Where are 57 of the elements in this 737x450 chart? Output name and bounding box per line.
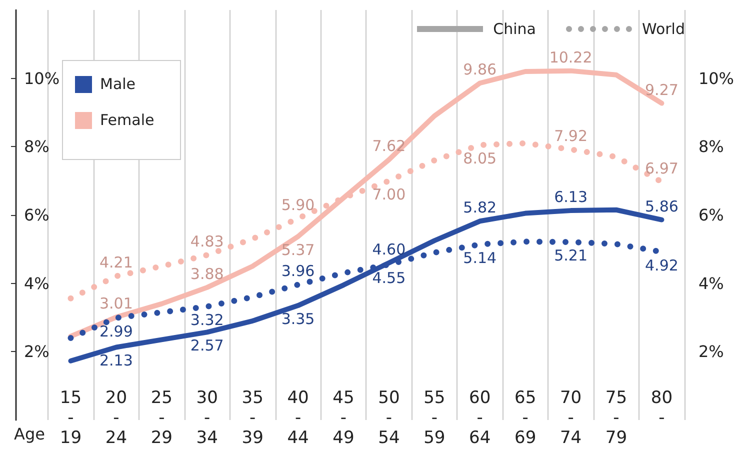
y-tick-label: 6%: [698, 206, 724, 224]
data-label: 8.05: [463, 149, 497, 168]
y-tick-label: 2%: [698, 342, 724, 362]
x-tick-label: 15 - 19: [60, 388, 82, 448]
data-label: 4.83: [190, 232, 224, 250]
data-label: 4.92: [645, 256, 678, 274]
x-tick-label: 70 - 74: [560, 388, 582, 448]
data-label: 6.13: [554, 188, 588, 206]
data-label: 3.88: [190, 264, 224, 283]
data-label: 2.13: [99, 352, 133, 370]
legend-box: Male Female: [62, 60, 182, 160]
annotation: World: [642, 20, 685, 38]
x-tick-label: 25 - 29: [150, 388, 172, 448]
x-axis-title: Age: [14, 424, 45, 444]
x-tick-label: 35 - 39: [242, 388, 264, 448]
data-label: 3.35: [281, 310, 315, 328]
data-label: 4.21: [99, 254, 133, 272]
data-label: 5.82: [463, 198, 497, 217]
data-label: 5.14: [463, 248, 497, 267]
y-tick-label: 4%: [698, 274, 724, 293]
y2-tick-label: 10%: [24, 68, 60, 88]
data-label: 5.90: [281, 196, 315, 214]
y-tick-label: 10%: [698, 68, 734, 88]
data-label: 4.60: [372, 240, 406, 258]
data-label: 3.32: [190, 311, 224, 330]
y-tick-label: 8%: [698, 137, 724, 156]
annotation: China: [493, 20, 536, 38]
data-label: 9.27: [645, 80, 678, 99]
y2-tick-label: 6%: [24, 206, 50, 224]
data-label: 2.57: [190, 336, 224, 355]
data-label: 5.86: [645, 197, 678, 216]
x-tick-label: 45 - 49: [332, 388, 354, 448]
data-label: 5.21: [554, 246, 588, 264]
data-label: 7.92: [554, 126, 588, 145]
annotation: Male: [100, 75, 136, 93]
data-label: 9.86: [463, 60, 497, 79]
x-tick-label: 30 - 34: [196, 388, 218, 448]
y2-tick-label: 2%: [24, 342, 50, 362]
data-label: 3.01: [99, 294, 133, 313]
x-tick-label: 55 - 59: [424, 388, 446, 448]
data-label: 5.37: [281, 241, 315, 260]
data-label: 6.97: [645, 159, 678, 178]
data-label: 4.55: [372, 269, 406, 288]
data-label: 3.96: [281, 262, 315, 280]
x-tick-label: 50 - 54: [378, 388, 400, 448]
x-tick-label: 60 - 64: [469, 388, 491, 448]
x-tick-label: 40 - 44: [287, 388, 309, 448]
x-tick-label: 20 - 24: [105, 388, 128, 448]
x-tick-label: 80 -: [650, 388, 673, 428]
x-tick-label: 65 - 69: [514, 388, 536, 448]
data-label: 2.99: [99, 322, 133, 340]
data-label: 7.00: [372, 185, 406, 204]
data-label: 10.22: [549, 48, 592, 66]
y2-tick-label: 4%: [24, 274, 50, 293]
annotation: Female: [100, 111, 154, 129]
x-tick-label: 75 - 79: [605, 388, 628, 448]
y2-tick-label: 8%: [24, 137, 50, 156]
